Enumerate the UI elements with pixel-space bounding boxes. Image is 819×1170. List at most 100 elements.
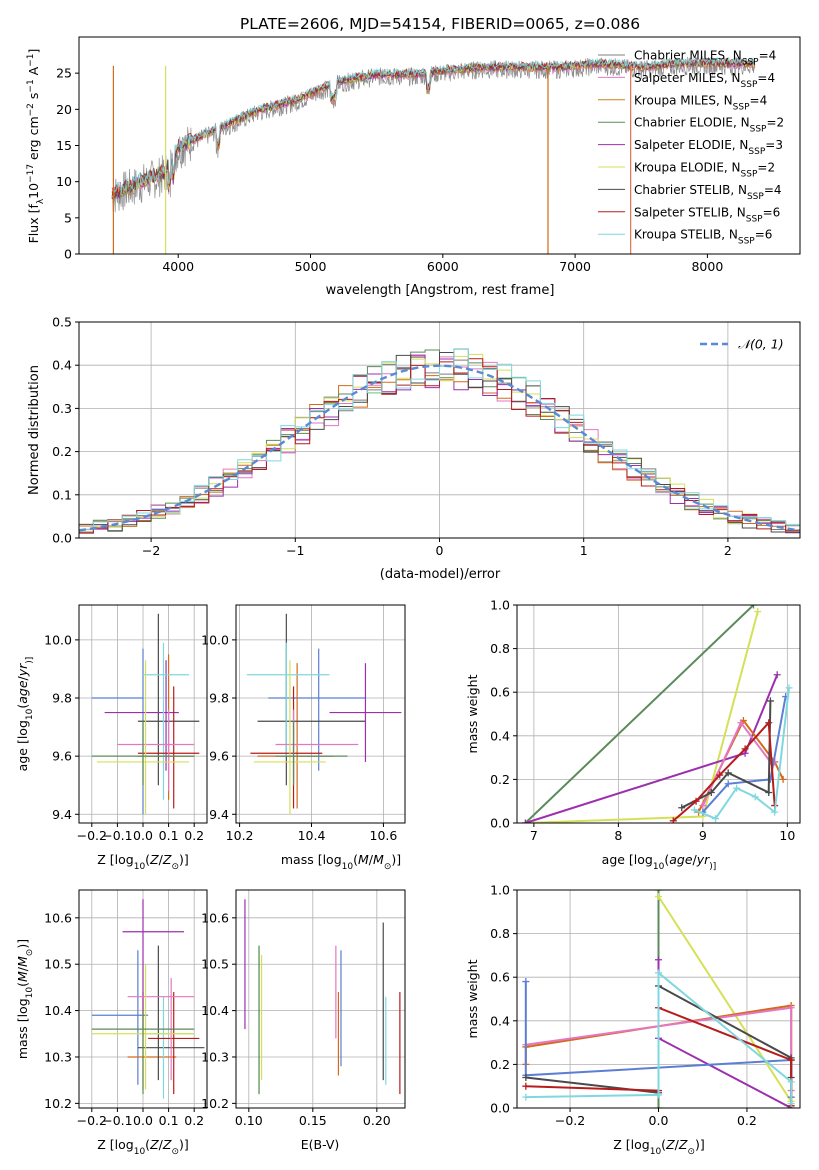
y-tick-label: 0.2 [52, 444, 72, 459]
label-part: M [15, 971, 30, 982]
label-part: Chabrier STELIB, N [634, 183, 747, 197]
legend-label: Kroupa STELIB, NSSP=6 [634, 228, 772, 247]
y-tick-label: 10 [56, 174, 72, 189]
y-tick-label: 0 [64, 247, 72, 262]
x-tick-label: 0.15 [299, 1113, 327, 1128]
label-part: SSP [746, 214, 763, 224]
label-part: / [159, 1137, 164, 1152]
label-part: )] [15, 939, 30, 949]
x-tick-label: 0 [436, 543, 444, 558]
weight-marker [678, 804, 686, 812]
label-part: 10 [134, 862, 146, 872]
weight-series [657, 895, 793, 1103]
label-part: 10 [25, 708, 35, 720]
weight-marker [522, 1093, 530, 1101]
x-tick-label: −2 [142, 543, 160, 558]
label-part: =2 [766, 116, 784, 130]
y-tick-label: 9.4 [209, 807, 229, 822]
axes-frame [235, 604, 406, 824]
weight-marker [655, 893, 662, 901]
label-part: Z [678, 1137, 688, 1152]
y-tick-label: 10.4 [201, 1003, 229, 1018]
label-part: age [log [15, 720, 30, 771]
weight-marker [522, 978, 530, 986]
weight-marker [712, 815, 720, 823]
label-part: 10 [342, 862, 354, 872]
label-part: SSP [733, 102, 750, 112]
legend-label: Salpeter ELODIE, NSSP=3 [634, 138, 783, 157]
weight-marker [773, 671, 781, 679]
y-tick-label: 15 [56, 138, 72, 153]
y-tick-label: 0.8 [490, 641, 510, 656]
weight-series [525, 674, 779, 823]
weight-marker [765, 719, 773, 727]
label-part: Z [162, 852, 172, 867]
plot-area [91, 899, 205, 1099]
label-part: )] [25, 657, 35, 664]
label-part: )] [179, 852, 189, 867]
weight-series [694, 687, 790, 820]
weight-marker [522, 1082, 530, 1090]
plot-area [91, 613, 200, 815]
y-tick-label: 0.3 [52, 401, 72, 416]
label-part: λ [36, 198, 46, 204]
x-tick-label: 8000 [691, 259, 723, 274]
label-part: Z [665, 1137, 675, 1152]
axes-frame [516, 604, 801, 824]
label-part: ⊙ [171, 1147, 179, 1157]
label-part: erg cm [26, 116, 41, 164]
label-part: ( [664, 852, 669, 867]
label-part: −1 [26, 54, 36, 67]
label-part: ⊙ [384, 862, 392, 872]
y-axis-label: age [log10(age/yr)] [15, 657, 35, 772]
label-part: Z [149, 1137, 159, 1152]
y-tick-label: 10.2 [201, 1096, 229, 1111]
x-tick-label: 10 [779, 828, 795, 843]
weight-marker [754, 608, 762, 616]
label-part: ( [15, 704, 30, 709]
y-tick-label: 10.0 [44, 632, 72, 647]
axes-frame [235, 889, 406, 1109]
x-tick-label: 9 [699, 828, 707, 843]
label-part: −17 [26, 164, 36, 183]
y-tick-label: 0.2 [490, 1057, 510, 1072]
y-tick-label: 10.4 [44, 1003, 72, 1018]
x-tick-label: 5000 [295, 259, 327, 274]
y-tick-label: 0.6 [490, 685, 510, 700]
y-tick-label: 0.2 [490, 772, 510, 787]
x-tick-label: 10.2 [226, 828, 254, 843]
x-axis-label: (data-model)/error [380, 567, 501, 582]
y-axis-label: Normed distribution [27, 365, 42, 495]
weight-marker [655, 969, 662, 977]
weight-marker [699, 802, 707, 810]
label-part: =4 [750, 93, 768, 107]
legend-label: Chabrier MILES, NSSP=4 [634, 49, 776, 68]
axes-decoration: 7 8 9 10 0.0 0.2 0.4 0.6 0.8 1.0 [490, 598, 801, 843]
label-part: ] [26, 49, 41, 54]
x-tick-label: 7000 [559, 259, 591, 274]
x-axis-label: mass [log10(M/M⊙)] [281, 852, 401, 872]
label-part: Z [149, 852, 159, 867]
y-tick-label: 9.6 [209, 749, 229, 764]
weight-series [525, 611, 759, 823]
weight-marker [737, 719, 745, 727]
weight-marker [724, 780, 732, 788]
label-part: =4 [757, 71, 775, 85]
plot-area [522, 890, 795, 1108]
weight-marker [765, 788, 773, 796]
plot-area [244, 899, 401, 1095]
histogram-series [79, 348, 800, 538]
label-part: =6 [755, 228, 773, 242]
label-part: =4 [759, 49, 777, 63]
weight-marker [751, 793, 759, 801]
weight-marker [785, 684, 793, 692]
y-tick-label: 10.2 [44, 1096, 72, 1111]
label-part: )] [709, 862, 716, 872]
y-tick-label: 0.0 [490, 816, 510, 831]
x-tick-label: 7 [530, 828, 538, 843]
label-part: ⊙ [171, 862, 179, 872]
axes-decoration: −0.2 0.0 0.2 0.0 0.2 0.4 0.6 0.8 1.0 [490, 883, 801, 1128]
label-part: ⊙ [25, 949, 35, 957]
